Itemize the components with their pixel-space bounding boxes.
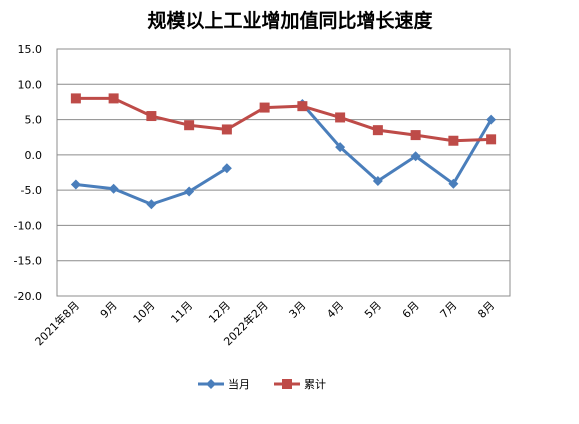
data-point-marker (184, 120, 195, 131)
data-point-marker (108, 93, 119, 104)
y-tick-label: 10.0 (18, 78, 43, 91)
data-point-marker (486, 114, 497, 125)
y-tick-label: -10.0 (14, 219, 42, 232)
data-point-marker (221, 124, 232, 135)
x-tick-label: 9月 (98, 299, 120, 321)
legend: 当月 累计 (198, 377, 326, 391)
x-tick-label: 5月 (362, 299, 384, 321)
y-tick-label: -20.0 (14, 290, 42, 303)
chart-title: 规模以上工业增加值同比增长速度 (147, 9, 433, 32)
data-point-marker (372, 125, 383, 136)
data-point-marker (184, 186, 195, 197)
x-tick-label: 3月 (287, 299, 309, 321)
x-tick-label: 10月 (131, 299, 158, 326)
x-tick-label: 2021年8月 (32, 298, 82, 348)
x-tick-label: 4月 (324, 299, 346, 321)
data-point-marker (486, 134, 497, 145)
data-point-marker (70, 179, 81, 190)
data-point-marker (335, 142, 346, 153)
data-point-marker (146, 199, 157, 210)
plot-area-border (56, 48, 511, 297)
data-point-marker (410, 130, 421, 141)
series-line (75, 166, 228, 206)
data-point-marker (297, 101, 308, 112)
x-tick-label: 8月 (475, 299, 497, 321)
y-tick-label: 5.0 (25, 114, 43, 127)
series-group (70, 93, 497, 210)
y-tick-label: 15.0 (18, 43, 43, 56)
series-line (301, 103, 493, 186)
legend-label: 当月 (228, 377, 250, 391)
data-point-marker (410, 151, 421, 162)
data-point-marker (259, 102, 270, 113)
legend-marker (206, 379, 216, 389)
gridlines (56, 48, 511, 297)
data-point-marker (448, 178, 459, 189)
y-axis-ticks: 15.0 10.0 5.0 0.0 -5.0 -10.0 -15.0 -20.0 (14, 43, 42, 303)
legend-label: 累计 (304, 378, 326, 391)
x-tick-label: 11月 (168, 299, 195, 326)
x-tick-label: 6月 (400, 299, 422, 321)
legend-marker (282, 379, 292, 389)
y-tick-label: 0.0 (25, 149, 43, 162)
data-point-marker (70, 93, 81, 104)
data-point-marker (146, 111, 157, 122)
x-tick-label: 12月 (206, 299, 233, 326)
data-point-marker (108, 183, 119, 194)
data-point-marker (335, 112, 346, 123)
legend-item: 累计 (274, 378, 326, 391)
y-tick-label: -5.0 (21, 184, 42, 197)
data-point-marker (372, 175, 383, 186)
data-point-marker (221, 163, 232, 174)
series-line (75, 96, 492, 143)
series-2 (70, 93, 497, 146)
legend-item: 当月 (198, 377, 250, 391)
x-tick-label: 7月 (438, 299, 460, 321)
data-point-marker (448, 135, 459, 146)
y-tick-label: -15.0 (14, 255, 42, 268)
series-1 (70, 99, 497, 210)
